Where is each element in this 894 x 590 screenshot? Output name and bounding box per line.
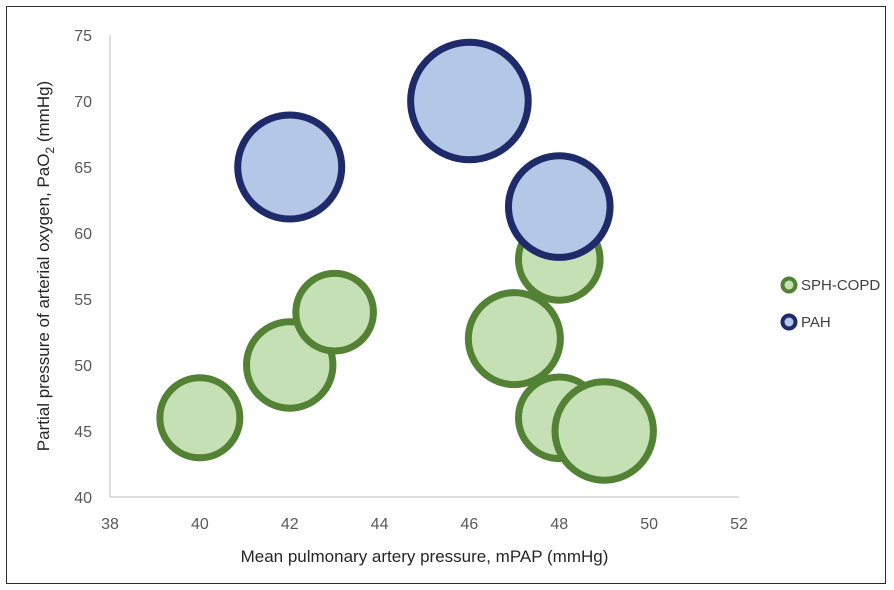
x-tick-label: 44 (371, 516, 389, 533)
bubble-point[interactable] (292, 269, 377, 355)
x-axis-title: Mean pulmonary artery pressure, mPAP (mm… (241, 547, 609, 566)
y-axis-title: Partial pressure of arterial oxygen, PaO… (34, 81, 57, 451)
bubble-point[interactable] (234, 111, 346, 223)
legend-label: PAH (801, 314, 831, 331)
x-tick-label: 40 (191, 516, 209, 533)
legend-label: SPH-COPD (801, 277, 880, 294)
axes: 38 40 42 44 46 48 50 52 40 45 50 55 60 65 70 75 (74, 28, 748, 533)
y-tick-label: 45 (74, 424, 92, 441)
y-axis-title-main: Partial pressure of arterial oxygen, PaO (34, 154, 53, 452)
y-axis-title-subscript: 2 (43, 147, 57, 154)
y-tick-label: 75 (74, 28, 92, 45)
bubble-point[interactable] (504, 152, 614, 261)
bubble-point[interactable] (464, 289, 564, 389)
bubble-layer (156, 38, 657, 484)
y-tick-labels: 40 45 50 55 60 65 70 75 (74, 28, 92, 507)
x-tick-label: 50 (640, 516, 658, 533)
x-tick-label: 46 (461, 516, 479, 533)
legend-marker (780, 276, 798, 294)
legend-marker (780, 313, 798, 331)
chart-frame: 38 40 42 44 46 48 50 52 40 45 50 55 60 65 70 75 Mean p… (6, 6, 886, 584)
x-tick-label: 42 (281, 516, 299, 533)
y-tick-label: 70 (74, 94, 92, 111)
bubble-chart: 38 40 42 44 46 48 50 52 40 45 50 55 60 65 70 75 Mean p… (34, 28, 880, 566)
y-tick-label: 60 (74, 226, 92, 243)
y-tick-label: 40 (74, 490, 92, 507)
legend-item: PAH (780, 313, 831, 331)
y-tick-label: 50 (74, 358, 92, 375)
x-tick-label: 48 (550, 516, 568, 533)
series-pah (234, 38, 614, 261)
bubble-point[interactable] (551, 378, 657, 484)
legend: SPH-COPD PAH (780, 276, 880, 331)
series-sph-copd (156, 215, 657, 484)
bubble-point[interactable] (156, 374, 244, 462)
y-axis-title-unit: (mmHg) (34, 81, 53, 147)
bubble-point[interactable] (407, 38, 532, 164)
y-tick-label: 65 (74, 160, 92, 177)
x-tick-label: 52 (730, 516, 748, 533)
x-tick-labels: 38 40 42 44 46 48 50 52 (101, 516, 748, 533)
y-tick-label: 55 (74, 292, 92, 309)
legend-item: SPH-COPD (780, 276, 880, 294)
x-tick-label: 38 (101, 516, 119, 533)
